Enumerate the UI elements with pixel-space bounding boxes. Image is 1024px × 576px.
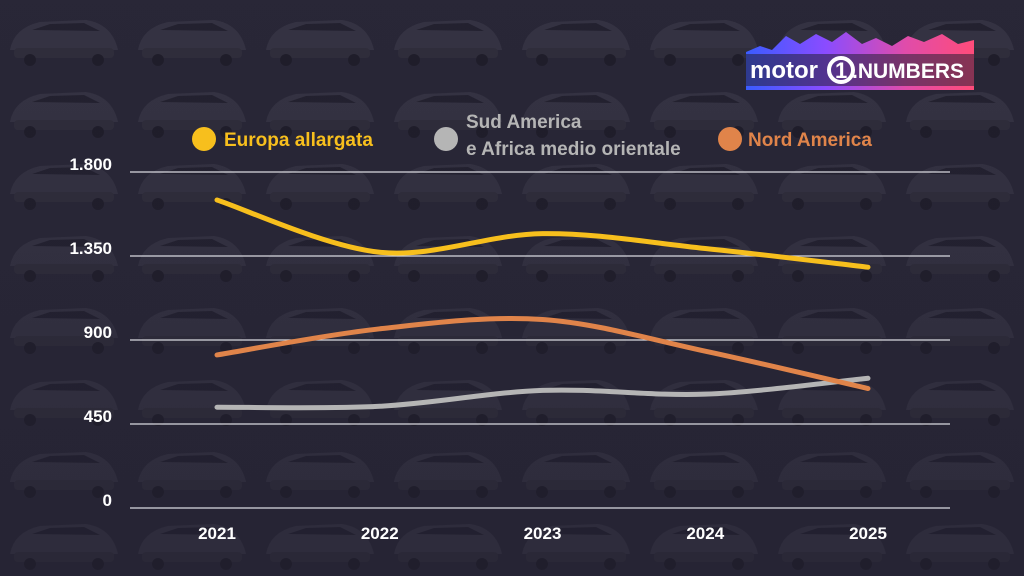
legend-label-1-line-1: e Africa medio orientale [466, 139, 681, 160]
x-tick-label-2021: 2021 [198, 524, 236, 543]
logo-text-motor: motor [750, 57, 818, 84]
x-tick-label-2023: 2023 [524, 524, 562, 543]
logo-ring-icon [827, 56, 855, 84]
legend-marker-2 [718, 127, 742, 151]
x-tick-label-2025: 2025 [849, 524, 887, 543]
y-axis-ticks: 0 450 900 1.350 1.800 [69, 155, 112, 510]
legend-label-2-line-0: Nord America [748, 130, 872, 151]
series-line-0 [214, 197, 871, 270]
x-tick-label-2024: 2024 [686, 524, 724, 543]
x-axis-ticks: 2021 2022 2023 2024 2025 [198, 524, 887, 543]
y-tick-label-3: 1.350 [69, 239, 112, 258]
y-tick-label-1: 450 [84, 407, 112, 426]
motor1-numbers-logo: motor 1 .NUMBERS [746, 32, 974, 90]
logo-text-numbers: .NUMBERS [852, 60, 964, 83]
legend: Europa allargata Sud America e Africa medi… [192, 112, 872, 160]
legend-marker-1 [434, 127, 458, 151]
y-tick-label-2: 900 [84, 323, 112, 342]
x-tick-label-2022: 2022 [361, 524, 399, 543]
legend-marker-0 [192, 127, 216, 151]
logo-text-1: 1 [835, 58, 847, 83]
y-tick-label-4: 1.800 [69, 155, 112, 174]
legend-label-0-line-0: Europa allargata [224, 130, 373, 151]
series-line-2 [214, 315, 871, 392]
y-tick-label-0: 0 [103, 491, 112, 510]
legend-label-1-line-0: Sud America [466, 112, 582, 133]
series-line-1 [214, 375, 871, 411]
series-lines [214, 197, 871, 411]
grid-lines [130, 171, 950, 509]
